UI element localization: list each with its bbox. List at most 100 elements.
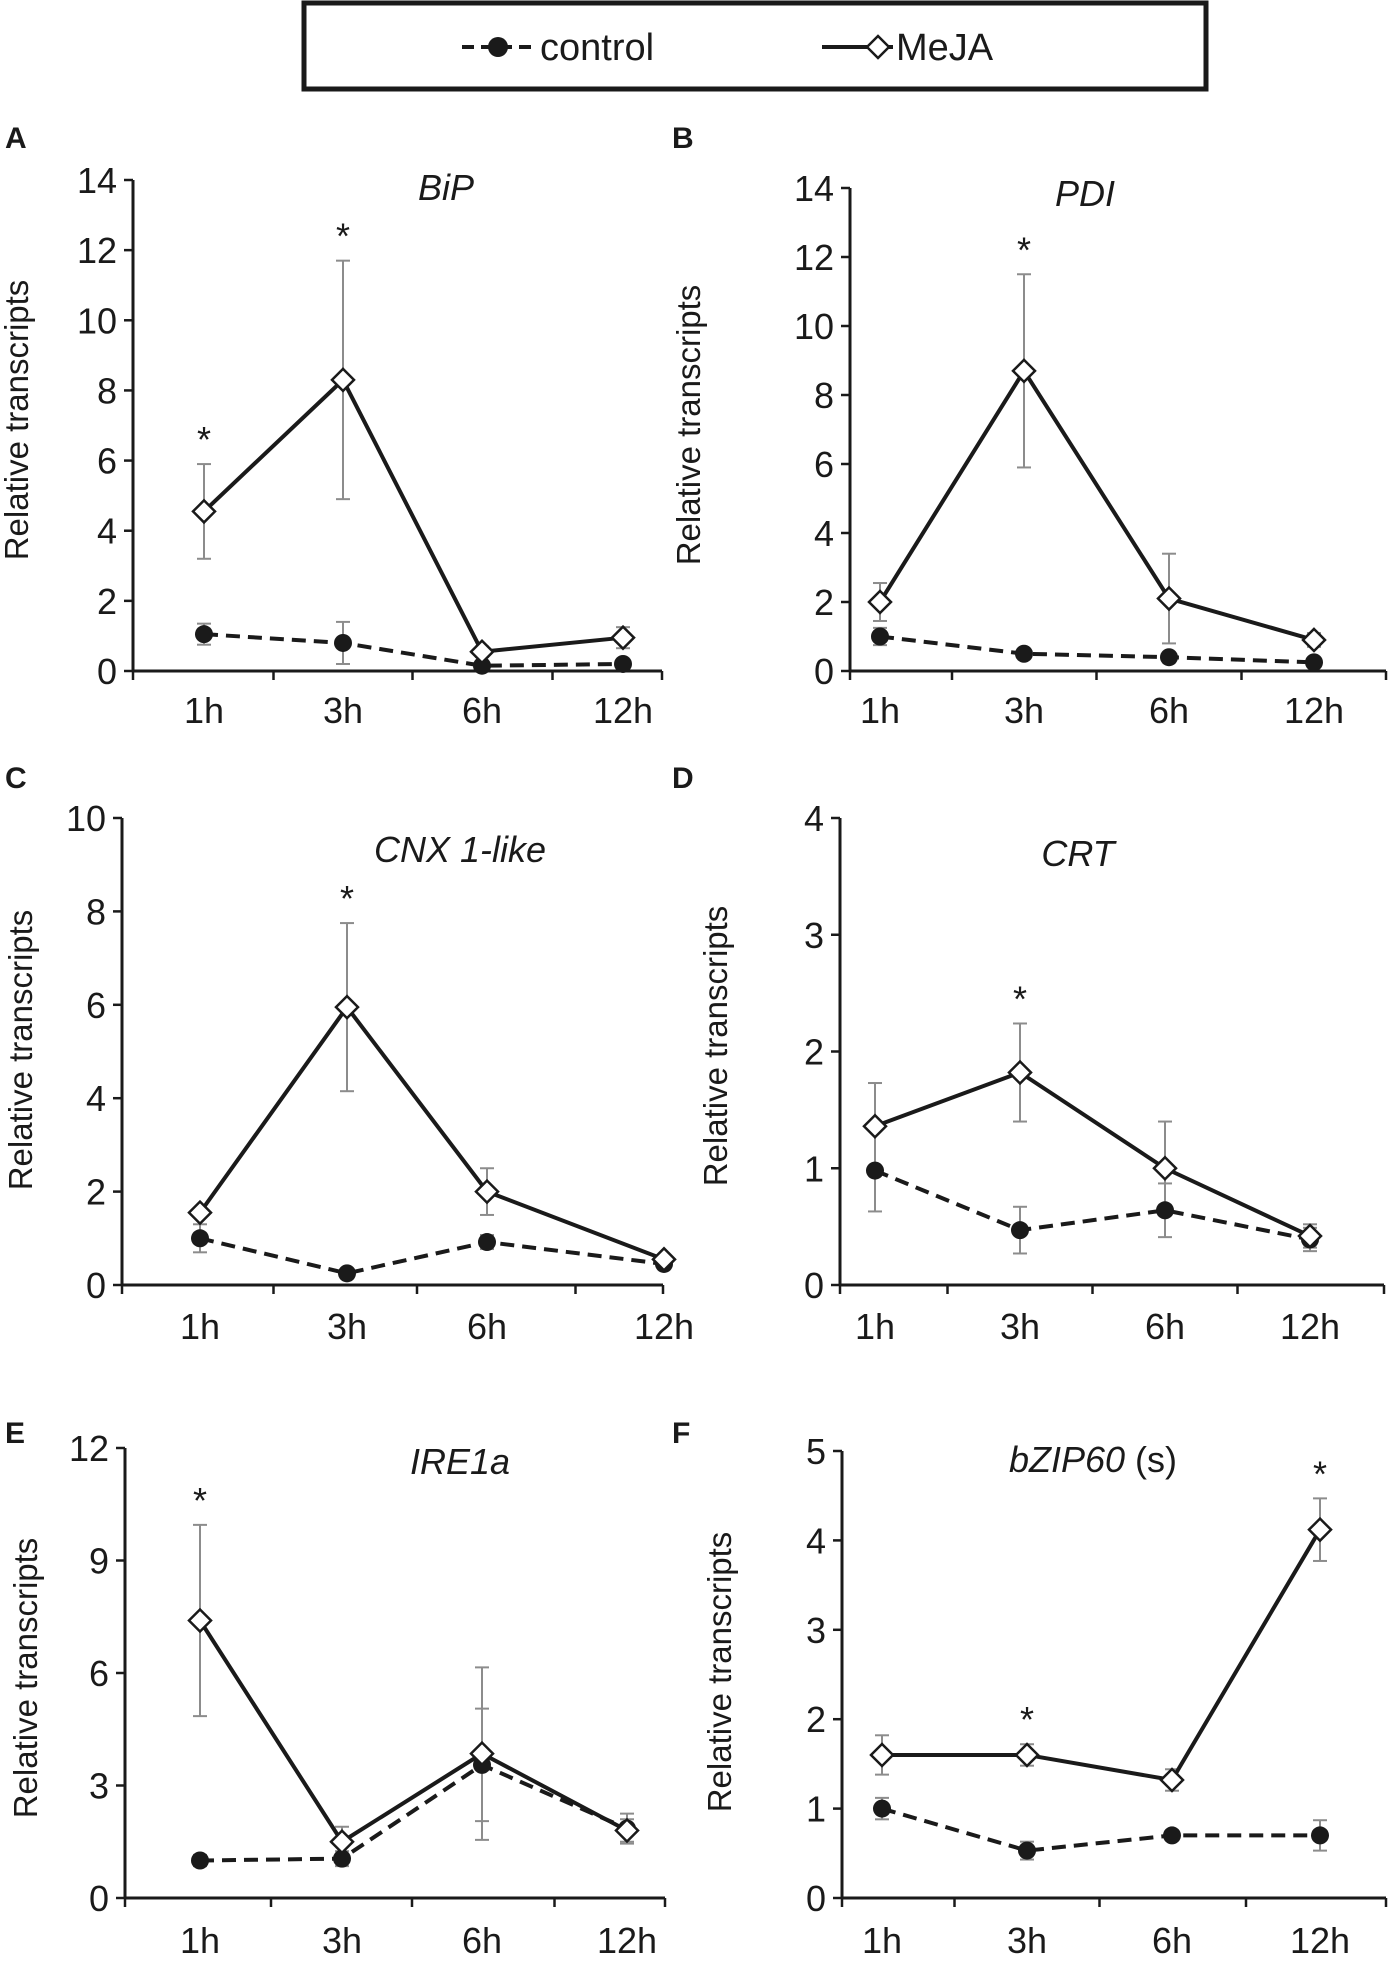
panel-c-y-tick-label: 4: [86, 1078, 106, 1119]
panel-d-x-tick-label: 3h: [1000, 1306, 1040, 1347]
panel-a-y-tick-label: 0: [97, 651, 117, 692]
panel-b-y-tick-label: 6: [814, 444, 834, 485]
panel-c-y-tick-label: 0: [86, 1265, 106, 1306]
panel-b-y-tick-label: 0: [814, 651, 834, 692]
panel-c-y-tick-label: 8: [86, 891, 106, 932]
panel-a-title: BiP: [418, 167, 474, 208]
panel-b-meja-point: [867, 589, 893, 615]
panel-d-title: CRT: [1041, 833, 1117, 874]
panel-a-control-line: [203, 632, 624, 668]
panel-f-meja-line: [882, 1528, 1322, 1782]
panel-a-control-point: [334, 633, 352, 652]
panel-b-title: PDI: [1055, 173, 1115, 214]
panel-b-y-tick-label: 8: [814, 375, 834, 416]
panel-f-y-tick-label: 2: [806, 1699, 826, 1740]
panel-f-y-axis-label: Relative transcripts: [701, 1532, 738, 1813]
panel-b: B 0 2 4 6 8 10 12 14 1h 3h 6h 12h Relative transcript…: [670, 122, 1388, 731]
panel-a-meja-point: [469, 638, 495, 665]
panel-a-y-tick-label: 14: [77, 160, 117, 201]
panel-b-control-point: [1015, 644, 1033, 663]
panel-e-meja-point: [469, 1740, 495, 1767]
panel-d-y-tick-label: 0: [804, 1265, 824, 1306]
panel-a-y-tick-label: 10: [77, 300, 117, 341]
panel-c-y-tick-label: 10: [66, 798, 106, 839]
panel-a-y-tick-label: 6: [97, 441, 117, 482]
panel-a-significance-asterisk: *: [197, 419, 211, 460]
panel-e-control-point: [191, 1851, 209, 1870]
panel-a-x-tick-label: 6h: [462, 690, 502, 731]
panel-e-x-tick-label: 6h: [462, 1920, 502, 1961]
panel-c-significance-asterisk: *: [340, 878, 354, 919]
panel-c-x-tick-label: 12h: [634, 1306, 694, 1347]
panel-a-letter: A: [5, 122, 27, 155]
panel-c-meja-line: [198, 1005, 665, 1262]
panel-f-control-point: [1018, 1841, 1036, 1860]
panel-c-meja-point: [334, 994, 360, 1020]
panel-e-control-line: [199, 1762, 628, 1863]
panel-e-y-tick-label: 9: [89, 1541, 109, 1582]
panel-b-x-tick-label: 1h: [860, 690, 900, 731]
panel-b-x-tick-label: 6h: [1149, 690, 1189, 731]
panel-a: A 0 2 4 6 8 10 12 14 1h 3h 6h 12h Relative transcript…: [0, 122, 664, 731]
panel-a-control-point: [614, 654, 632, 673]
legend: control MeJA: [301, 0, 1209, 92]
panel-d-x-tick-label: 6h: [1145, 1306, 1185, 1347]
panel-d-x-tick-label: 1h: [855, 1306, 895, 1347]
panel-c-x-tick-label: 3h: [327, 1306, 367, 1347]
panel-b-meja-line: [878, 368, 1315, 642]
panel-e-meja-point: [187, 1607, 213, 1634]
legend-box: [301, 0, 1209, 92]
panel-f-meja-point: [1014, 1742, 1040, 1768]
panel-f-y-tick-label: 1: [806, 1789, 826, 1830]
panel-f-y-tick-label: 5: [806, 1431, 826, 1472]
legend-control-marker: [488, 37, 508, 57]
panel-f-meja-point: [1159, 1767, 1185, 1793]
panel-b-control-line: [879, 634, 1315, 665]
panel-f-x-tick-label: 3h: [1007, 1920, 1047, 1961]
panel-b-y-tick-label: 2: [814, 582, 834, 623]
panel-c-control-line: [199, 1236, 665, 1276]
panel-f-x-tick-label: 12h: [1290, 1920, 1350, 1961]
panel-e-control-point: [333, 1849, 351, 1868]
panel-e-x-tick-label: 3h: [322, 1920, 362, 1961]
legend-meja-label: MeJA: [896, 27, 994, 69]
panel-e-y-axis-label: Relative transcripts: [7, 1538, 44, 1819]
panel-f-meja-point: [869, 1742, 895, 1768]
panel-e-y-tick-label: 3: [89, 1766, 109, 1807]
legend-meja-marker: [865, 34, 891, 60]
panel-d-y-tick-label: 1: [804, 1148, 824, 1189]
panel-a-x-tick-label: 1h: [184, 690, 224, 731]
panel-c-control-point: [478, 1233, 496, 1252]
panel-f-significance-asterisk: *: [1020, 1699, 1034, 1740]
panel-d-meja-point: [862, 1113, 888, 1139]
panel-a-x-tick-label: 3h: [323, 690, 363, 731]
panel-b-meja-point: [1156, 585, 1182, 612]
panel-e-meja-line: [198, 1619, 628, 1844]
panel-e-y-tick-label: 0: [89, 1878, 109, 1919]
panel-c: C 0 2 4 6 8 10 1h 3h 6h 12h Relative transcripts CNX…: [2, 762, 694, 1347]
panel-f-x-tick-label: 1h: [862, 1920, 902, 1961]
panel-b-meja-point: [1011, 358, 1037, 384]
panel-b-control-point: [1160, 648, 1178, 667]
panel-a-y-axis-label: Relative transcripts: [0, 280, 35, 561]
panel-f-control-point: [1311, 1826, 1329, 1845]
panel-c-x-tick-label: 1h: [180, 1306, 220, 1347]
panel-b-y-tick-label: 4: [814, 513, 834, 554]
panel-a-meja-point: [330, 367, 356, 393]
panel-f-control-point: [1163, 1826, 1181, 1845]
panel-d-y-axis-label: Relative transcripts: [697, 906, 734, 1187]
panel-e-title: IRE1a: [410, 1441, 510, 1482]
panel-b-control-point: [871, 627, 889, 646]
panel-a-control-point: [195, 625, 213, 644]
panel-c-meja-point: [474, 1178, 500, 1205]
panel-f-control-point: [873, 1799, 891, 1818]
panel-c-y-axis-label: Relative transcripts: [2, 910, 39, 1191]
panel-b-y-tick-label: 12: [794, 237, 834, 278]
panel-d-control-point: [1011, 1221, 1029, 1240]
panel-d-control-point: [866, 1161, 884, 1180]
panel-f-meja-point: [1307, 1516, 1333, 1543]
panel-b-x-tick-label: 12h: [1284, 690, 1344, 731]
panel-b-x-tick-label: 3h: [1004, 690, 1044, 731]
